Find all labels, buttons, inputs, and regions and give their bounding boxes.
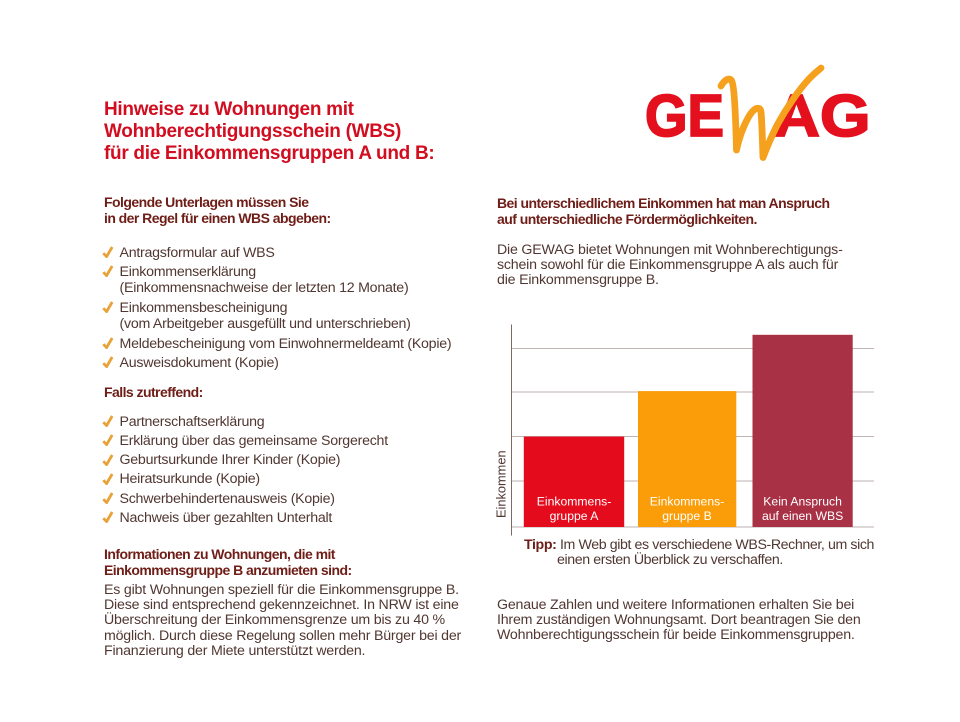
svg-text:AG: AG bbox=[773, 83, 871, 149]
svg-text:GE: GE bbox=[645, 83, 724, 149]
svg-text:Einkommen: Einkommen bbox=[494, 450, 509, 518]
svg-text:Einkommens-: Einkommens- bbox=[650, 494, 725, 508]
svg-text:auf einen WBS: auf einen WBS bbox=[762, 509, 843, 523]
svg-text:gruppe A: gruppe A bbox=[550, 509, 600, 523]
svg-text:Einkommens-: Einkommens- bbox=[537, 494, 612, 508]
svg-text:gruppe B: gruppe B bbox=[662, 509, 711, 523]
svg-text:Kein Anspruch: Kein Anspruch bbox=[763, 494, 842, 508]
